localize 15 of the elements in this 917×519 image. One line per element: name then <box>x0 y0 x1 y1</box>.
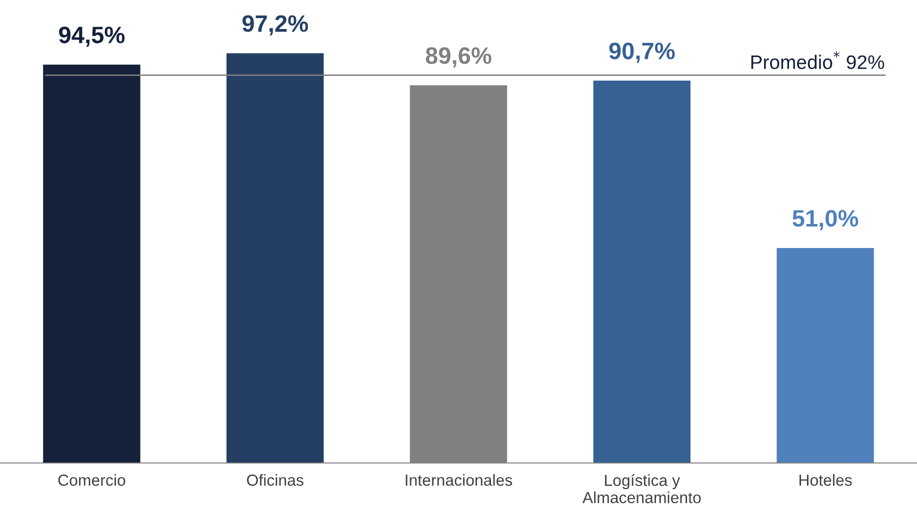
bar <box>593 80 690 463</box>
bar <box>776 248 874 463</box>
ref-line-label: Promedio$^{*}$ 92% <box>751 51 884 70</box>
data-label: 89,6% <box>426 47 492 68</box>
x-tick-label: Internacionales <box>406 474 512 486</box>
x-tick-label: Hoteles <box>800 474 852 486</box>
x-tick-label: Logística y Almacenamiento <box>582 474 701 504</box>
bar <box>226 53 324 463</box>
data-label: 97,2% <box>242 15 308 36</box>
x-tick-label: Comercio <box>58 474 126 486</box>
data-label: 94,5% <box>59 26 125 47</box>
x-tick-label: Oficinas <box>247 474 304 486</box>
bar <box>43 64 140 463</box>
data-label: 90,7% <box>609 42 675 63</box>
data-label: 51,0% <box>792 210 858 230</box>
